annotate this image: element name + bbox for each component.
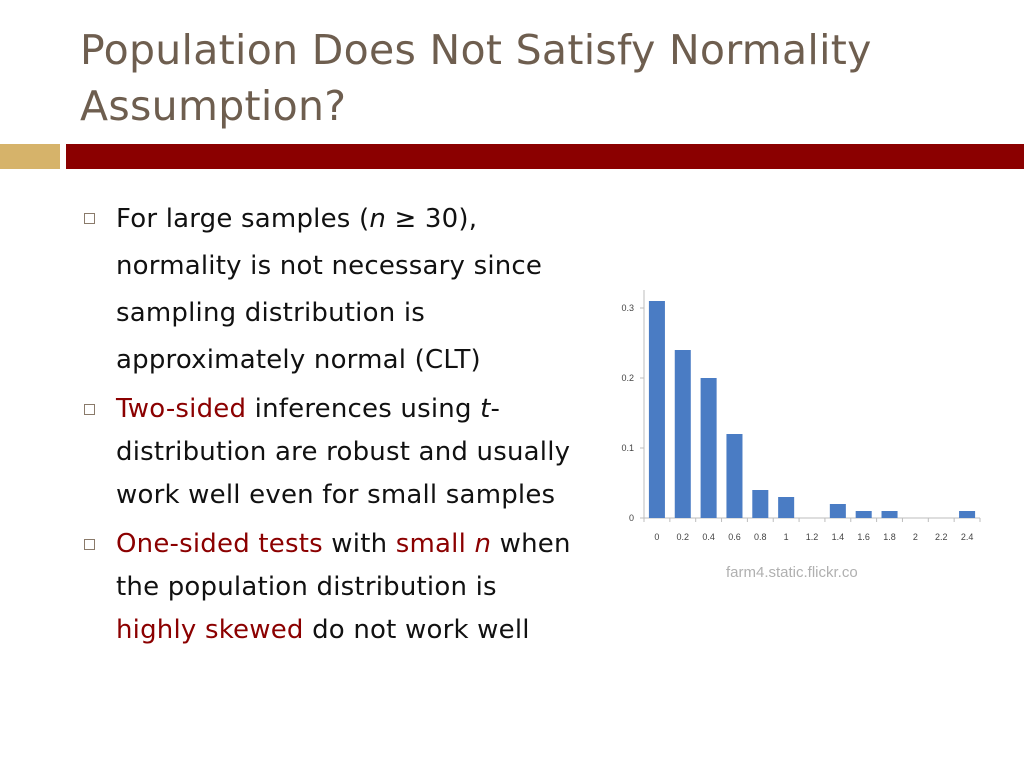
bullet-text-highlight-italic: n <box>474 529 492 559</box>
histogram-bar <box>778 497 795 518</box>
histogram-bar <box>648 301 665 518</box>
histogram-bar <box>881 511 898 518</box>
square-bullet-icon <box>84 539 95 550</box>
histogram-bar <box>726 434 743 518</box>
bullet-item: One-sided tests with small n when the po… <box>82 523 582 652</box>
x-tick-label: 2.4 <box>961 532 974 542</box>
x-tick-label: 0.8 <box>754 532 767 542</box>
bullet-text: inferences using <box>246 394 481 424</box>
title-rule-gold <box>0 144 60 169</box>
x-tick-label: 2.2 <box>935 532 948 542</box>
bullet-text-highlight: highly skewed <box>116 615 304 645</box>
x-tick-label: 2 <box>913 532 918 542</box>
bullet-list: For large samples (n ≥ 30), normality is… <box>82 196 582 658</box>
y-tick-label: 0 <box>629 513 634 523</box>
y-tick-label: 0.1 <box>621 443 634 453</box>
bullet-text: when the population distribution is <box>116 529 571 602</box>
bullet-text: For large samples ( <box>116 204 370 234</box>
bullet-text-highlight: Two-sided <box>116 394 247 424</box>
bullet-text-italic: t <box>480 394 491 424</box>
title-rule-red <box>66 144 1024 169</box>
bullet-item: Two-sided inferences using t-distributio… <box>82 388 582 517</box>
square-bullet-icon <box>84 404 95 415</box>
y-tick-label: 0.3 <box>621 303 634 313</box>
x-tick-label: 1 <box>784 532 789 542</box>
bullet-item: For large samples (n ≥ 30), normality is… <box>82 196 582 384</box>
bullet-text: do not work well <box>303 615 530 645</box>
square-bullet-icon <box>84 213 95 224</box>
bullet-text-highlight: small <box>395 529 475 559</box>
x-tick-label: 0.4 <box>702 532 715 542</box>
image-credit: farm4.static.flickr.co <box>726 564 858 581</box>
histogram-bar <box>829 504 846 518</box>
x-tick-label: 1.4 <box>832 532 845 542</box>
bullet-text-italic: n <box>369 204 387 234</box>
histogram-bar <box>752 490 769 518</box>
bullet-text: -distribution are robust and usually wor… <box>116 394 571 510</box>
histogram-chart: 0 0.1 0.2 0.3 0 0.2 0.4 0.6 0.8 1 1.2 1.4 1.6 1.8 2 2.2… <box>621 290 981 542</box>
histogram-bar <box>855 511 872 518</box>
x-tick-label: 0.6 <box>728 532 741 542</box>
x-tick-label: 1.6 <box>857 532 870 542</box>
bullet-text: with <box>322 529 396 559</box>
histogram-bar <box>700 378 717 518</box>
histogram-bar <box>959 511 976 518</box>
slide-title: Population Does Not Satisfy Normality As… <box>80 26 872 130</box>
bullet-text: ≥ 30), normality is not necessary since … <box>116 204 543 375</box>
x-tick-label: 1.2 <box>806 532 819 542</box>
x-tick-label: 0.2 <box>677 532 690 542</box>
x-tick-label: 1.8 <box>883 532 896 542</box>
bullet-text-highlight: One-sided tests <box>116 529 323 559</box>
histogram-bar <box>674 350 691 518</box>
y-tick-label: 0.2 <box>621 373 634 383</box>
x-tick-label: 0 <box>654 532 659 542</box>
